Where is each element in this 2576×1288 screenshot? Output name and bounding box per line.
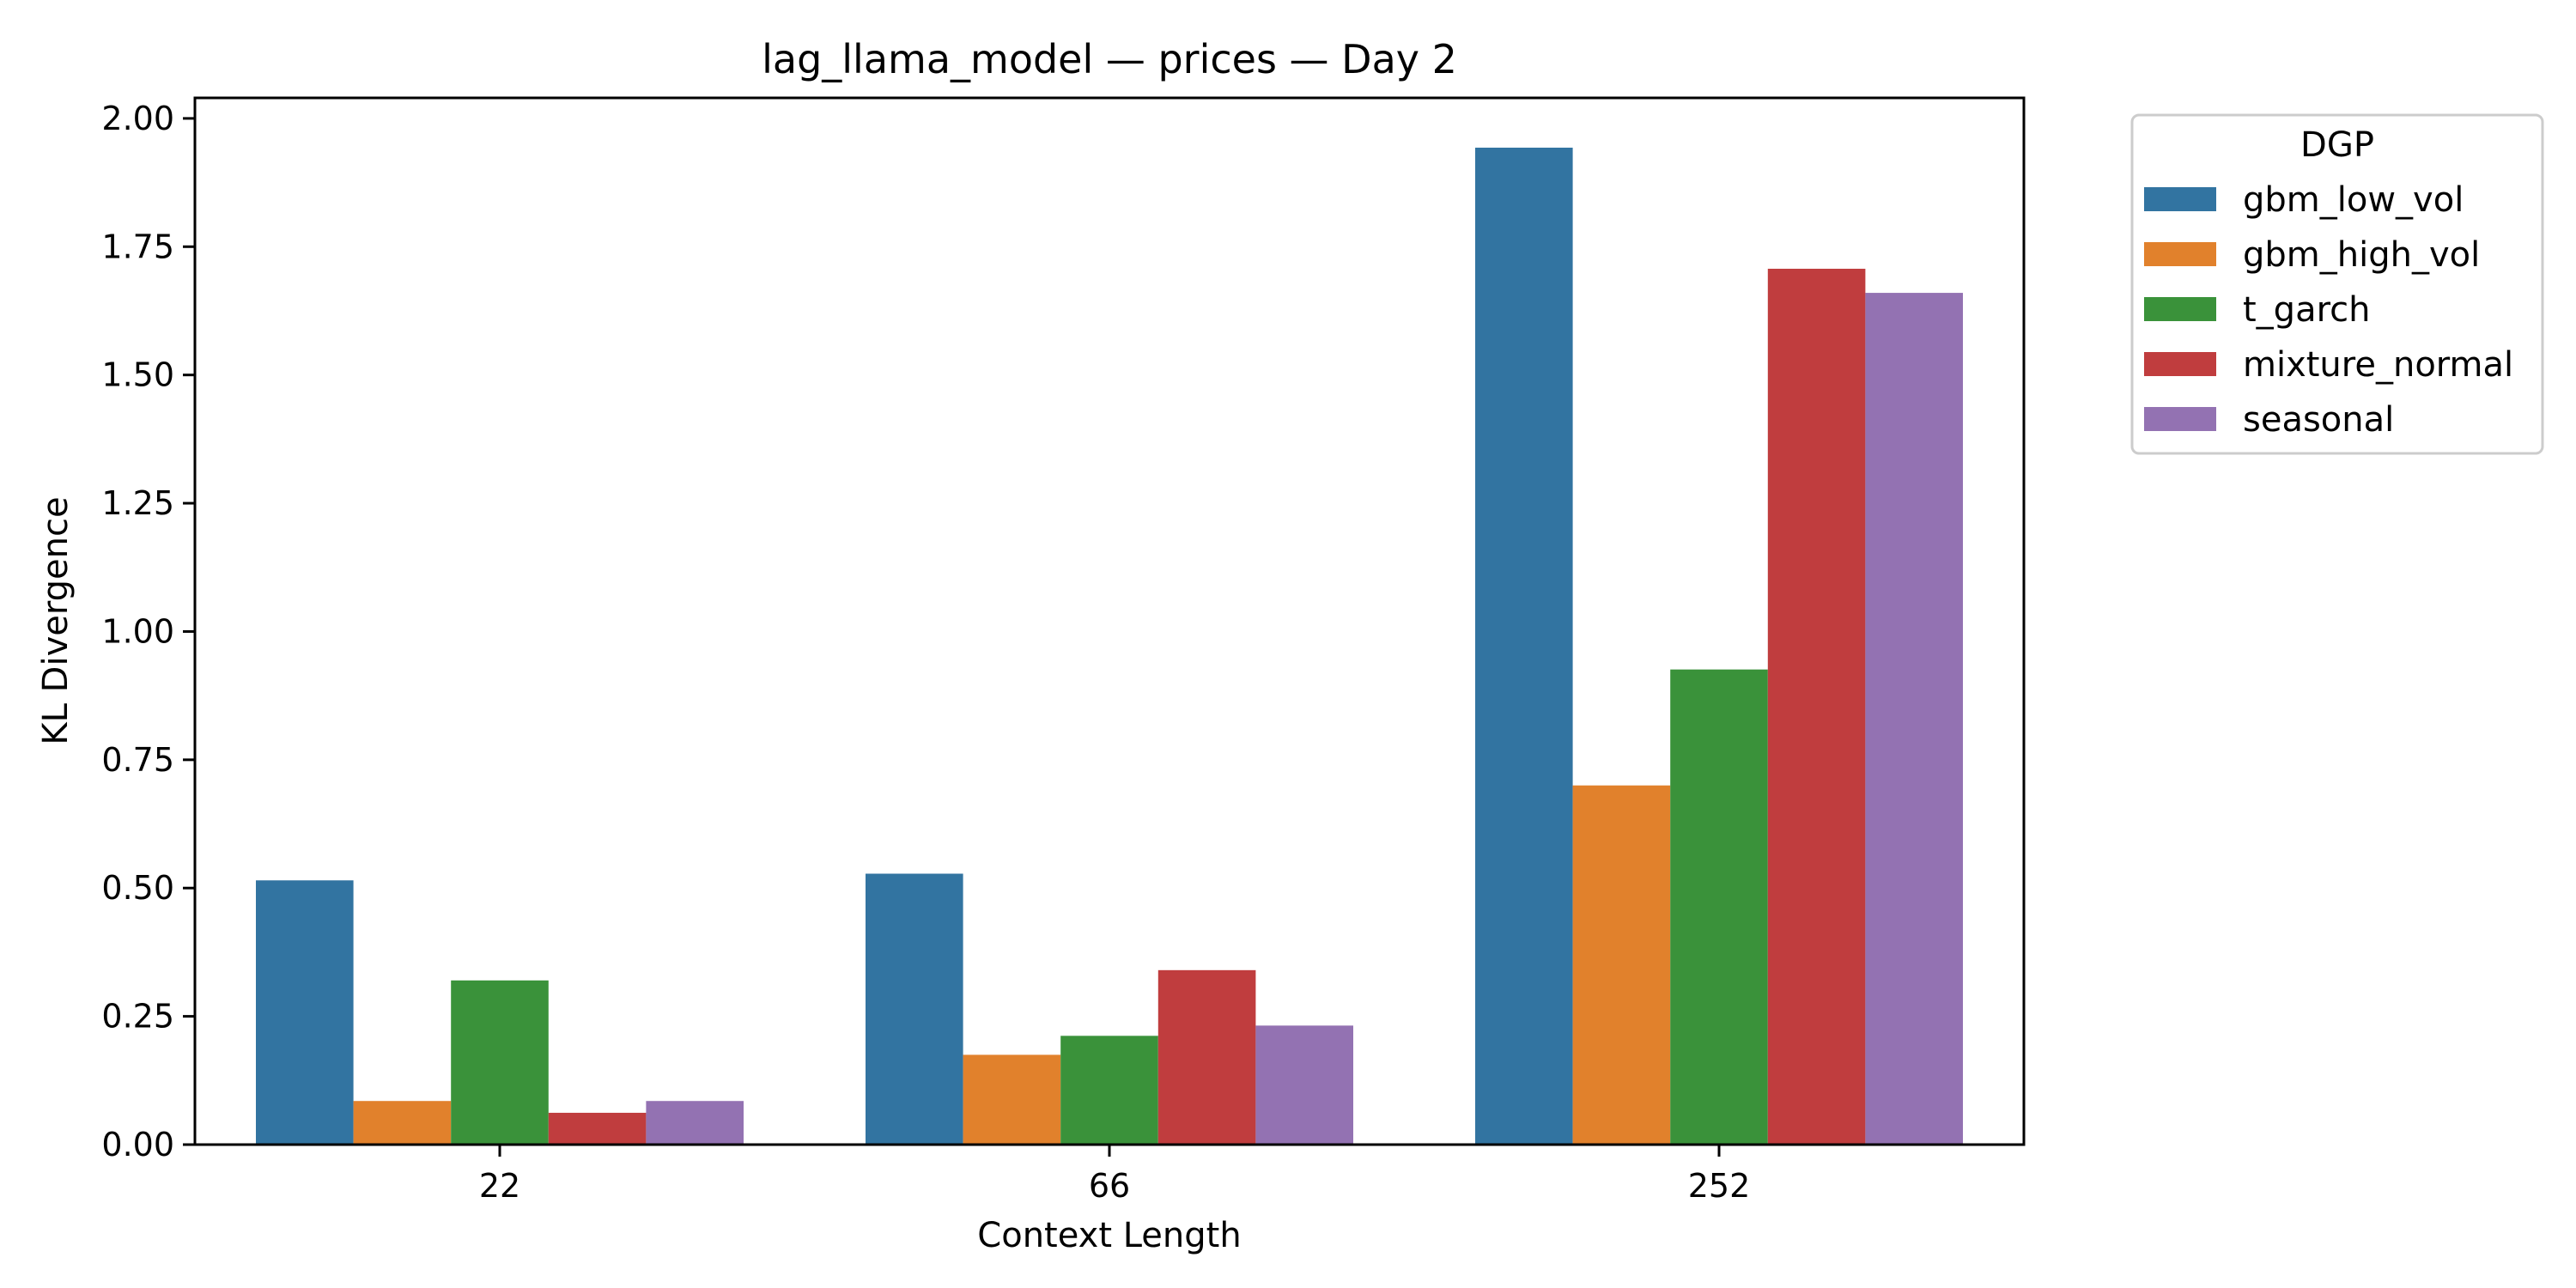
bar-seasonal-22 bbox=[646, 1101, 744, 1145]
y-axis: 0.00 0.25 0.50 0.75 1.00 1.25 1.50 1.75 2.00 bbox=[101, 100, 195, 1163]
bar-mixture-normal-252 bbox=[1767, 268, 1866, 1145]
bar-gbm-low-vol-22 bbox=[256, 880, 354, 1145]
legend-swatch-gbm-high-vol bbox=[2144, 242, 2216, 266]
legend-label-gbm-high-vol: gbm_high_vol bbox=[2243, 235, 2480, 275]
legend-swatch-seasonal bbox=[2144, 407, 2216, 431]
bar-gbm-high-vol-66 bbox=[963, 1054, 1061, 1145]
legend-swatch-gbm-low-vol bbox=[2144, 187, 2216, 211]
y-tick-label: 1.00 bbox=[101, 612, 174, 650]
legend-label-gbm-low-vol: gbm_low_vol bbox=[2243, 180, 2464, 220]
bar-gbm-high-vol-252 bbox=[1572, 785, 1671, 1145]
x-tick-label: 66 bbox=[1089, 1167, 1130, 1205]
x-tick-label: 22 bbox=[479, 1167, 520, 1205]
bar-gbm-low-vol-66 bbox=[866, 873, 963, 1145]
y-tick-label: 1.25 bbox=[101, 484, 174, 522]
bar-mixture-normal-22 bbox=[548, 1112, 647, 1145]
x-axis-label: Context Length bbox=[977, 1216, 1241, 1255]
bar-seasonal-66 bbox=[1255, 1025, 1353, 1145]
legend-label-t-garch: t_garch bbox=[2243, 290, 2371, 330]
legend-frame bbox=[2130, 113, 2544, 455]
legend-swatch-t-garch bbox=[2144, 297, 2216, 321]
x-tick-label: 252 bbox=[1688, 1167, 1751, 1205]
y-tick-label: 1.75 bbox=[101, 228, 174, 265]
y-tick-label: 0.50 bbox=[101, 869, 174, 907]
plot-frame bbox=[193, 96, 2026, 1146]
legend: DGP gbm_low_vol gbm_high_vol t_garchmixtur… bbox=[2130, 113, 2544, 455]
y-tick-label: 0.25 bbox=[101, 998, 174, 1036]
bar-mixture-normal-66 bbox=[1157, 969, 1256, 1145]
bar-gbm-high-vol-22 bbox=[353, 1101, 452, 1145]
chart-title: lag_llama_model — prices — Day 2 bbox=[762, 36, 1457, 82]
legend-label-seasonal: seasonal bbox=[2243, 400, 2394, 440]
bar-seasonal-252 bbox=[1865, 293, 1963, 1145]
bar-gbm-low-vol-252 bbox=[1475, 147, 1573, 1145]
legend-swatch-mixture-normal bbox=[2144, 352, 2216, 376]
bar-t-garch-252 bbox=[1670, 669, 1768, 1145]
bar-t-garch-22 bbox=[451, 980, 549, 1145]
bar-t-garch-66 bbox=[1060, 1036, 1158, 1145]
y-tick-label: 0.00 bbox=[101, 1126, 174, 1163]
y-tick-label: 2.00 bbox=[101, 100, 174, 137]
y-axis-label: KL Divergence bbox=[36, 496, 76, 744]
y-tick-label: 1.50 bbox=[101, 356, 174, 394]
legend-label-mixture-normal: mixture_normal bbox=[2243, 345, 2513, 385]
legend-items: gbm_low_vol gbm_high_vol t_garch mixture_no… bbox=[2144, 180, 2513, 440]
y-tick-label: 0.75 bbox=[101, 741, 174, 779]
bars-group bbox=[256, 147, 1963, 1145]
legend-title: DGP bbox=[2300, 125, 2374, 165]
x-axis: 22 66 252 bbox=[479, 1145, 1750, 1205]
